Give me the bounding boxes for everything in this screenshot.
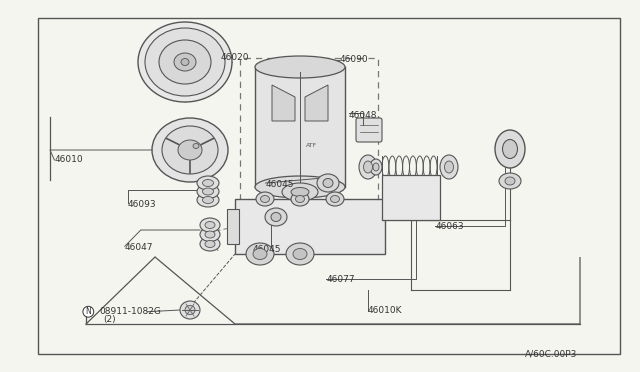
Bar — [382, 175, 440, 220]
Ellipse shape — [256, 192, 274, 206]
Ellipse shape — [293, 248, 307, 260]
Ellipse shape — [152, 118, 228, 182]
FancyBboxPatch shape — [356, 118, 382, 142]
Ellipse shape — [197, 176, 219, 190]
Ellipse shape — [364, 161, 372, 173]
Ellipse shape — [330, 196, 339, 202]
Ellipse shape — [260, 196, 269, 202]
Ellipse shape — [296, 196, 305, 202]
Text: 46010: 46010 — [54, 155, 83, 164]
Ellipse shape — [373, 163, 379, 171]
Ellipse shape — [181, 58, 189, 65]
Ellipse shape — [197, 185, 219, 199]
Ellipse shape — [253, 248, 267, 260]
Text: 46010K: 46010K — [368, 306, 403, 315]
Bar — [255, 67, 345, 187]
Ellipse shape — [495, 130, 525, 168]
Ellipse shape — [205, 221, 215, 228]
Ellipse shape — [291, 192, 309, 206]
Text: (2): (2) — [104, 315, 116, 324]
Text: 46048: 46048 — [349, 111, 378, 120]
Ellipse shape — [193, 144, 199, 148]
Ellipse shape — [502, 140, 518, 158]
Ellipse shape — [202, 188, 214, 195]
Ellipse shape — [246, 243, 274, 265]
Ellipse shape — [174, 53, 196, 71]
Ellipse shape — [323, 179, 333, 187]
Text: 08911-1082G: 08911-1082G — [99, 307, 161, 316]
Ellipse shape — [202, 196, 214, 203]
Ellipse shape — [499, 173, 521, 189]
Text: 46045: 46045 — [266, 180, 294, 189]
Ellipse shape — [200, 218, 220, 232]
Text: A/60C.00P3: A/60C.00P3 — [525, 350, 577, 359]
Text: 46093: 46093 — [128, 200, 157, 209]
Ellipse shape — [265, 208, 287, 226]
Ellipse shape — [205, 231, 215, 238]
Text: 46063: 46063 — [435, 222, 464, 231]
Ellipse shape — [282, 183, 318, 201]
Text: ATF: ATF — [307, 142, 317, 148]
Text: 46047: 46047 — [125, 243, 154, 252]
Text: 46090: 46090 — [339, 55, 368, 64]
Ellipse shape — [185, 305, 195, 314]
Ellipse shape — [370, 159, 382, 175]
Ellipse shape — [159, 40, 211, 84]
Polygon shape — [272, 85, 295, 121]
Ellipse shape — [255, 56, 345, 78]
Ellipse shape — [197, 193, 219, 207]
Ellipse shape — [440, 155, 458, 179]
Polygon shape — [305, 85, 328, 121]
Ellipse shape — [271, 212, 281, 221]
Text: 46045: 46045 — [253, 245, 282, 254]
Ellipse shape — [359, 155, 377, 179]
Text: N: N — [86, 307, 91, 316]
Ellipse shape — [178, 140, 202, 160]
Bar — [240, 58, 378, 220]
Ellipse shape — [291, 187, 309, 196]
Bar — [227, 209, 239, 244]
Ellipse shape — [445, 161, 454, 173]
Ellipse shape — [138, 22, 232, 102]
Text: 46020: 46020 — [221, 53, 250, 62]
Ellipse shape — [505, 177, 515, 185]
Ellipse shape — [286, 243, 314, 265]
Ellipse shape — [205, 241, 215, 247]
Ellipse shape — [317, 174, 339, 192]
Ellipse shape — [180, 301, 200, 319]
Ellipse shape — [326, 192, 344, 206]
Ellipse shape — [255, 176, 345, 198]
Ellipse shape — [200, 237, 220, 251]
Ellipse shape — [202, 180, 214, 186]
Ellipse shape — [145, 28, 225, 96]
Ellipse shape — [200, 228, 220, 241]
Polygon shape — [235, 199, 385, 254]
Ellipse shape — [162, 126, 218, 174]
Text: 46077: 46077 — [326, 275, 355, 284]
